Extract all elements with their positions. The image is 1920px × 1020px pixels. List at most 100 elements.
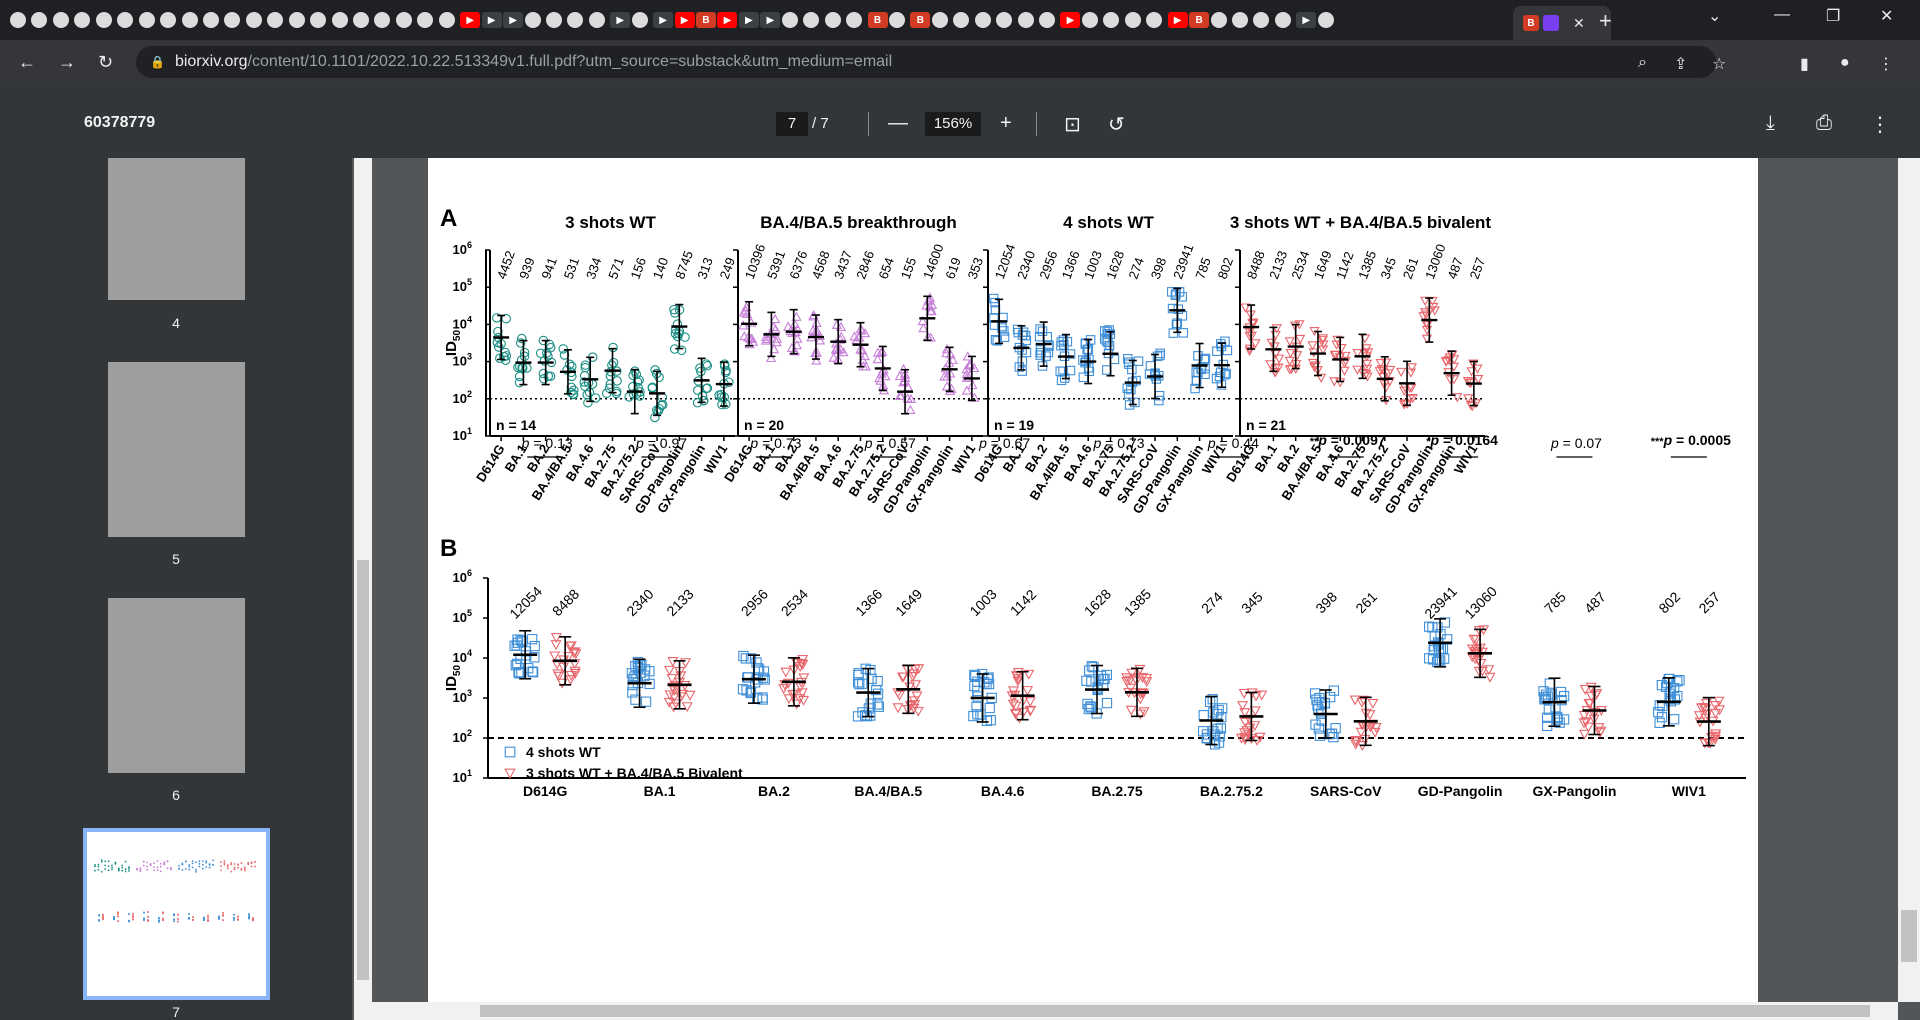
tab-favicon-icon[interactable]	[224, 12, 241, 28]
tab-favicon-icon[interactable]	[117, 12, 134, 28]
side-panel-icon[interactable]: ▮	[1800, 56, 1809, 73]
active-tab[interactable]: B ✕	[1513, 6, 1611, 40]
bookmark-star-icon[interactable]: ☆	[1712, 56, 1727, 73]
document-scroll-thumb[interactable]	[1901, 910, 1917, 962]
new-tab-button[interactable]: +	[1599, 8, 1612, 33]
tab-favicon-icon[interactable]	[1146, 12, 1163, 28]
lock-icon[interactable]: 🔒	[150, 55, 165, 69]
zoom-out-icon[interactable]: —	[888, 112, 908, 134]
tab-favicon-icon[interactable]	[138, 12, 155, 28]
horizontal-scroll-thumb[interactable]	[480, 1005, 1870, 1017]
tab-favicon-icon[interactable]	[974, 12, 991, 28]
share-icon[interactable]: ⇪	[1674, 56, 1688, 73]
tab-favicon-icon[interactable]	[202, 12, 219, 28]
close-window-icon[interactable]: ✕	[1880, 8, 1894, 25]
tab-favicon-icon[interactable]: B	[696, 12, 716, 28]
forward-icon[interactable]: →	[58, 52, 76, 72]
tab-favicon-icon[interactable]	[846, 12, 863, 28]
zoom-in-icon[interactable]: +	[1000, 112, 1012, 134]
tab-favicon-icon[interactable]	[996, 12, 1013, 28]
tab-favicon-icon[interactable]: ▶	[503, 12, 524, 28]
tab-favicon-icon[interactable]	[1081, 12, 1098, 28]
minimize-icon[interactable]: —	[1774, 6, 1790, 23]
tab-favicon-icon[interactable]: ▶	[481, 12, 502, 28]
tab-favicon-icon[interactable]	[417, 12, 434, 28]
close-tab-icon[interactable]: ✕	[1573, 14, 1585, 31]
tab-favicon-icon[interactable]: ▶	[1167, 12, 1188, 28]
tab-favicon-icon[interactable]	[1124, 12, 1141, 28]
fit-page-icon[interactable]: ⊡	[1064, 114, 1081, 136]
tab-favicon-icon[interactable]	[567, 12, 584, 28]
tab-favicon-icon[interactable]: B	[867, 12, 888, 28]
thumbnail-page-4[interactable]	[108, 158, 245, 300]
tab-favicon-icon[interactable]: ▶	[738, 12, 759, 28]
tab-favicon-icon[interactable]	[310, 12, 327, 28]
tab-favicon-icon[interactable]: ▶	[674, 12, 695, 28]
tab-search-icon[interactable]: ⌄	[1708, 8, 1722, 25]
tab-favicon-icon[interactable]	[1210, 12, 1227, 28]
tab-favicon-icon[interactable]	[374, 12, 391, 28]
tab-favicon-icon[interactable]	[803, 12, 820, 28]
print-icon[interactable]: ⎙	[1816, 112, 1832, 134]
tab-favicon-icon[interactable]	[1039, 12, 1055, 28]
tab-favicon-icon[interactable]	[631, 12, 648, 28]
thumbnail-page-6[interactable]	[108, 598, 245, 773]
tab-favicon-icon[interactable]: ▶	[717, 12, 738, 28]
tab-favicon-icon[interactable]	[1317, 12, 1334, 28]
tab-favicon-icon[interactable]	[245, 12, 262, 28]
tab-favicon-icon[interactable]	[181, 12, 198, 28]
rotate-icon[interactable]: ↺	[1108, 114, 1125, 136]
pdf-more-icon[interactable]: ⋮	[1870, 114, 1890, 136]
tab-favicon-icon[interactable]	[95, 12, 112, 28]
back-icon[interactable]: ←	[18, 52, 36, 72]
document-scrollbar[interactable]	[1898, 158, 1920, 1002]
tab-favicon-icon[interactable]: ▶	[653, 12, 674, 28]
download-icon[interactable]: ⤓	[1766, 112, 1775, 134]
tab-favicon-icon[interactable]	[1253, 12, 1270, 28]
page-number-input[interactable]: 7	[776, 112, 808, 136]
thumbnail-page-5[interactable]	[108, 362, 245, 537]
tab-favicon-icon[interactable]	[395, 12, 412, 28]
thumbnail-page-7[interactable]	[83, 828, 270, 1000]
tab-favicon-icon[interactable]	[1017, 12, 1034, 28]
tab-favicon-icon[interactable]	[931, 12, 948, 28]
profile-icon[interactable]: ●	[1840, 54, 1850, 71]
tab-favicon-icon[interactable]: ▶	[460, 12, 481, 28]
tab-favicon-icon[interactable]	[160, 12, 177, 28]
tab-favicon-icon[interactable]	[888, 12, 905, 28]
tab-favicon-icon[interactable]: ▶	[610, 12, 631, 28]
tab-favicon-icon[interactable]	[1274, 12, 1291, 28]
tab-favicon-icon[interactable]: ▶	[760, 12, 781, 28]
tab-favicon-icon[interactable]	[31, 12, 48, 28]
y-axis-label: ID50	[443, 330, 463, 357]
sidebar-scroll-thumb[interactable]	[357, 560, 369, 980]
tab-favicon-icon[interactable]	[10, 12, 26, 28]
tab-favicon-icon[interactable]: ▶	[1060, 12, 1081, 28]
reload-icon[interactable]: ↻	[98, 52, 114, 72]
tab-favicon-icon[interactable]	[331, 12, 348, 28]
address-bar[interactable]: 🔒 biorxiv.org/content/10.1101/2022.10.22…	[136, 46, 1716, 78]
zoom-icon[interactable]: ⌕	[1638, 54, 1647, 71]
significance-stars: **	[1310, 436, 1319, 448]
restore-icon[interactable]: ❐	[1826, 8, 1841, 25]
tab-favicon-icon[interactable]	[588, 12, 605, 28]
tab-favicon-icon[interactable]	[52, 12, 69, 28]
browser-menu-icon[interactable]: ⋮	[1878, 56, 1894, 73]
tab-favicon-icon[interactable]	[288, 12, 305, 28]
tab-favicon-icon[interactable]	[353, 12, 369, 28]
zoom-input[interactable]: 156%	[925, 112, 981, 136]
tab-favicon-icon[interactable]: B	[1189, 12, 1210, 28]
tab-favicon-icon[interactable]	[1103, 12, 1120, 28]
tab-favicons[interactable]: ▶ ▶ ▶ ▶ ▶ ▶ B ▶ ▶ ▶ B B ▶ ▶ B ▶	[0, 0, 1339, 40]
tab-favicon-icon[interactable]: ▶	[1296, 12, 1317, 28]
tab-favicon-icon[interactable]	[545, 12, 562, 28]
tab-favicon-icon[interactable]	[781, 12, 798, 28]
tab-favicon-icon[interactable]	[1231, 12, 1248, 28]
tab-favicon-icon[interactable]	[824, 12, 841, 28]
tab-favicon-icon[interactable]	[267, 12, 284, 28]
tab-favicon-icon[interactable]	[438, 12, 455, 28]
tab-favicon-icon[interactable]	[524, 12, 541, 28]
tab-favicon-icon[interactable]	[953, 12, 970, 28]
tab-favicon-icon[interactable]: B	[910, 12, 931, 28]
tab-favicon-icon[interactable]	[74, 12, 91, 28]
